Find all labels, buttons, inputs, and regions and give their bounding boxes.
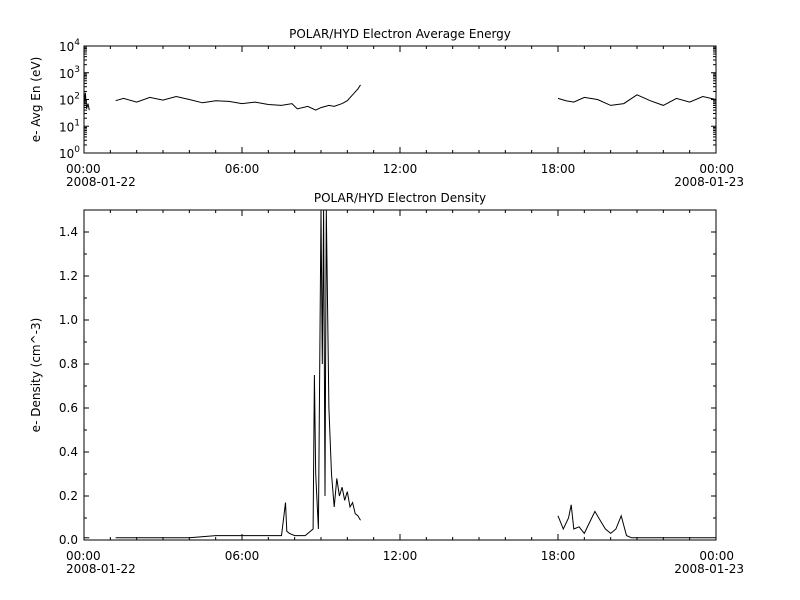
energy-x-tick-label: 06:00 — [225, 162, 260, 176]
density-x-tick-date: 2008-01-22 — [66, 562, 136, 576]
energy-series-line — [115, 84, 361, 111]
energy-y-tick-label: 102 — [59, 92, 80, 108]
density-x-tick-label: 00:00 — [66, 549, 101, 563]
density-y-tick-label: 0.2 — [59, 489, 78, 503]
density-y-tick-label: 1.4 — [59, 225, 78, 239]
density-y-tick-label: 0.6 — [59, 401, 78, 415]
density-title: POLAR/HYD Electron Density — [314, 191, 486, 205]
density-series-line — [115, 210, 361, 539]
density-y-axis-label: e- Density (cm^-3) — [29, 318, 43, 433]
density-x-tick-label: 12:00 — [383, 549, 418, 563]
density-y-tick-label: 0.0 — [59, 533, 78, 547]
energy-series-line — [84, 92, 90, 111]
density-plot-frame — [83, 209, 717, 541]
energy-x-tick-date: 2008-01-23 — [674, 175, 744, 189]
energy-y-tick-label: 103 — [59, 65, 80, 81]
density-x-tick-label: 06:00 — [225, 549, 260, 563]
energy-series-line — [557, 94, 716, 106]
energy-y-tick-label: 104 — [59, 38, 80, 54]
energy-x-tick-date: 2008-01-22 — [66, 175, 136, 189]
energy-y-tick-label: 101 — [59, 118, 80, 134]
energy-panel: POLAR/HYD Electron Average Energy e- Avg … — [29, 27, 744, 189]
density-panel: POLAR/HYD Electron Density e- Density (cm… — [29, 191, 744, 576]
density-x-tick-label: 00:00 — [699, 549, 734, 563]
energy-x-tick-label: 00:00 — [699, 162, 734, 176]
density-y-tick-label: 0.8 — [59, 357, 78, 371]
density-y-tick-label: 1.2 — [59, 269, 78, 283]
energy-x-tick-label: 12:00 — [383, 162, 418, 176]
energy-title: POLAR/HYD Electron Average Energy — [289, 27, 511, 41]
density-series-line — [557, 504, 716, 539]
density-x-tick-label: 18:00 — [541, 549, 576, 563]
density-x-tick-date: 2008-01-23 — [674, 562, 744, 576]
energy-y-tick-label: 100 — [59, 145, 80, 161]
density-y-tick-label: 0.4 — [59, 445, 78, 459]
density-y-tick-label: 1.0 — [59, 313, 78, 327]
energy-plot-frame — [83, 45, 717, 154]
energy-x-tick-label: 18:00 — [541, 162, 576, 176]
energy-x-tick-label: 00:00 — [66, 162, 101, 176]
energy-y-axis-label: e- Avg En (eV) — [29, 57, 43, 143]
